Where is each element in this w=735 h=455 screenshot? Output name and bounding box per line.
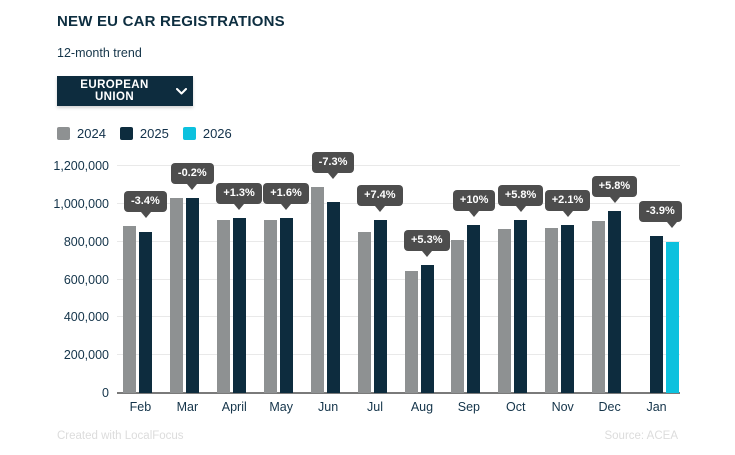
y-axis: 0 200,000 400,000 600,000 800,000 1,000,000 1,… [0, 159, 109, 400]
bar-2024-sep[interactable] [451, 239, 465, 393]
bubble-pointer [375, 205, 386, 212]
bar-2024-april[interactable] [216, 220, 230, 393]
bar-2025-sep[interactable] [467, 224, 481, 393]
source-text: Source: ACEA [604, 430, 678, 442]
chart-legend: 2024 2025 2026 [57, 126, 232, 141]
y-tick-label: 0 [102, 386, 109, 400]
change-label-dec: +5.8% [591, 175, 638, 203]
bar-2024-jul[interactable] [357, 231, 371, 393]
bar-2025-april[interactable] [232, 218, 246, 393]
change-label-sep: +10% [452, 189, 496, 217]
bar-2024-dec[interactable] [592, 220, 606, 393]
bar-2025-jan[interactable] [650, 235, 664, 393]
y-tick-label: 600,000 [63, 272, 109, 287]
region-dropdown-label: EUROPEAN UNION [80, 79, 149, 103]
chart-subtitle: 12-month trend [57, 46, 142, 60]
bar-2024-mar[interactable] [169, 197, 183, 393]
legend-item-2025: 2025 [119, 126, 169, 141]
x-tick-label-feb: Feb [129, 400, 152, 414]
change-label-jun: -7.3% [311, 151, 355, 179]
x-tick-label-nov: Nov [551, 400, 574, 414]
y-tick-label: 400,000 [63, 310, 109, 325]
bubble-pointer [281, 203, 292, 210]
change-label-jan: -3.9% [639, 200, 682, 228]
change-label-april: +1.3% [216, 183, 262, 211]
change-label-mar: -0.2% [170, 162, 214, 190]
gridline [117, 316, 680, 318]
bubble-pointer [328, 172, 339, 179]
legend-item-2026: 2026 [182, 126, 232, 141]
bubble-pointer [667, 221, 677, 228]
y-tick-label: 200,000 [63, 348, 109, 363]
change-label-aug: +5.3% [404, 229, 450, 257]
change-label-jul: +7.4% [357, 184, 403, 212]
x-tick-label-aug: Aug [410, 400, 434, 414]
gridline [117, 354, 680, 356]
x-tick-label-sep: Sep [457, 400, 480, 414]
x-tick-label-mar: Mar [176, 400, 199, 414]
bar-2025-mar[interactable] [185, 198, 199, 393]
change-label-oct: +5.8% [497, 184, 544, 212]
legend-item-2024: 2024 [57, 126, 106, 141]
legend-label: 2025 [139, 126, 169, 141]
bubble-pointer [140, 211, 151, 218]
x-tick-label-jan: Jan [646, 400, 667, 414]
x-tick-label-may: May [269, 400, 294, 414]
bubble-pointer [187, 183, 198, 190]
legend-label: 2026 [202, 126, 232, 141]
change-label-feb: -3.4% [124, 190, 167, 218]
x-tick-label-jul: Jul [367, 400, 384, 414]
bubble-pointer [234, 204, 245, 211]
bar-2025-nov[interactable] [561, 225, 575, 393]
x-tick-label-oct: Oct [506, 400, 526, 414]
bar-2025-aug[interactable] [420, 264, 434, 393]
bar-2024-aug[interactable] [404, 271, 418, 393]
y-tick-label: 1,200,000 [53, 159, 109, 173]
legend-label: 2024 [77, 126, 106, 141]
y-tick-label: 1,000,000 [53, 196, 109, 211]
y-tick-label: 800,000 [63, 234, 109, 249]
x-tick-label-jun: Jun [318, 400, 339, 414]
bar-2024-feb[interactable] [123, 225, 136, 393]
plot-area: -3.4% -0.2% +1.3% +1.6% -7.3% +7.4% +5.3% +10% +… [117, 151, 682, 394]
bar-2025-jul[interactable] [373, 219, 387, 393]
bar-2025-feb[interactable] [139, 231, 152, 393]
bar-2024-oct[interactable] [498, 229, 512, 393]
x-axis-line [117, 392, 680, 394]
bubble-pointer [422, 250, 432, 257]
x-tick-label-dec: Dec [598, 400, 621, 414]
bar-2024-may[interactable] [263, 220, 277, 393]
gridline [117, 278, 680, 280]
x-tick-label-april: April [221, 400, 247, 414]
bubble-pointer [609, 196, 620, 203]
gridline [117, 165, 680, 166]
bar-2025-dec[interactable] [608, 210, 622, 393]
chevron-down-icon [176, 87, 187, 95]
bar-2025-jun[interactable] [326, 201, 340, 393]
bar-2025-oct[interactable] [514, 219, 528, 393]
page-title: NEW EU CAR REGISTRATIONS [57, 13, 285, 30]
bubble-pointer [562, 211, 573, 218]
x-axis: Feb Mar April May Jun Jul Aug Sep Oct Nov Dec Jan [117, 400, 680, 418]
legend-swatch-2024 [57, 127, 70, 140]
bubble-pointer [468, 210, 479, 217]
bubble-pointer [515, 205, 526, 212]
credit-text: Created with LocalFocus [57, 430, 184, 442]
bar-2025-may[interactable] [279, 217, 293, 393]
legend-swatch-2025 [119, 127, 133, 140]
change-label-nov: +2.1% [544, 190, 591, 218]
gridline [117, 240, 680, 242]
change-label-may: +1.6% [263, 182, 309, 210]
bar-2024-jun[interactable] [310, 186, 324, 393]
bar-2024-nov[interactable] [545, 228, 559, 393]
legend-swatch-2026 [182, 127, 196, 140]
region-dropdown[interactable]: EUROPEAN UNION [57, 76, 193, 106]
bar-2026-jan[interactable] [666, 241, 680, 393]
